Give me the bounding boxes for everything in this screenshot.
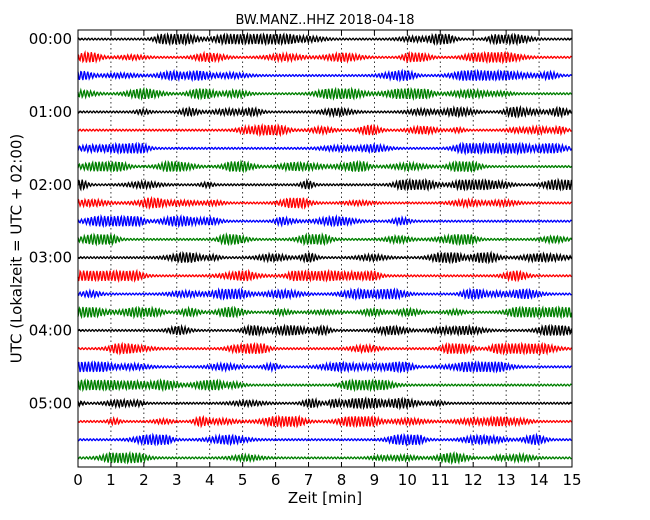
seismic-trace: [77, 159, 573, 174]
x-tick-label: 3: [172, 471, 182, 489]
x-axis-ticks: 0 1 2 3 4 5 6 7 8 9 10 11 12 13 14 15: [73, 30, 582, 489]
x-tick-label: 2: [139, 471, 149, 489]
x-tick-label: 1: [106, 471, 116, 489]
y-tick-label: 04:00: [29, 321, 72, 339]
seismic-trace: [77, 395, 573, 411]
x-tick-label: 15: [562, 471, 581, 489]
y-tick-label: 03:00: [29, 249, 72, 267]
plot-frame: [77, 29, 573, 468]
x-tick-label: 10: [398, 471, 417, 489]
seismic-trace: [77, 213, 572, 229]
x-tick-label: 6: [271, 471, 281, 489]
seismic-trace: [77, 450, 572, 466]
seismic-trace: [77, 360, 572, 374]
seismic-trace: [77, 31, 572, 47]
x-tick-label: 14: [530, 471, 549, 489]
x-tick-label: 13: [497, 471, 516, 489]
seismic-trace: [77, 86, 573, 102]
chart-title: BW.MANZ..HHZ 2018-04-18: [235, 13, 414, 28]
y-tick-label: 02:00: [29, 176, 72, 194]
seismic-trace: [77, 414, 573, 429]
seismic-trace: [77, 195, 572, 210]
seismic-trace: [77, 268, 572, 284]
seismic-trace: [77, 68, 573, 83]
x-tick-label: 0: [73, 471, 83, 489]
x-tick-label: 5: [238, 471, 248, 489]
y-tick-label: 05:00: [29, 394, 72, 412]
seismic-traces: [77, 31, 573, 466]
x-tick-label: 4: [205, 471, 215, 489]
x-axis-title: Zeit [min]: [288, 489, 362, 507]
x-tick-label: 8: [337, 471, 347, 489]
seismic-trace: [77, 49, 572, 65]
y-axis-title: UTC (Lokalzeit = UTC + 02:00): [7, 134, 25, 364]
y-tick-label: 01:00: [29, 103, 72, 121]
y-axis-ticks: 00:00 01:00 02:00 03:00 04:00 05:00: [29, 30, 572, 412]
seismic-trace: [77, 323, 573, 338]
seismic-trace: [77, 104, 573, 119]
x-tick-label: 12: [464, 471, 483, 489]
x-tick-label: 7: [304, 471, 314, 489]
seismic-trace: [77, 232, 573, 247]
y-tick-label: 00:00: [29, 30, 72, 48]
seismic-trace: [77, 378, 572, 393]
x-tick-label: 11: [431, 471, 450, 489]
seismic-trace: [77, 432, 572, 447]
seismic-trace: [77, 250, 573, 265]
seismic-trace: [77, 305, 573, 320]
x-tick-label: 9: [370, 471, 380, 489]
seismic-trace: [77, 141, 573, 156]
seismic-trace: [77, 122, 572, 138]
seismic-trace: [77, 177, 573, 192]
seismic-trace: [77, 341, 573, 356]
grid-lines: [110, 30, 540, 467]
seismic-trace: [77, 286, 572, 301]
